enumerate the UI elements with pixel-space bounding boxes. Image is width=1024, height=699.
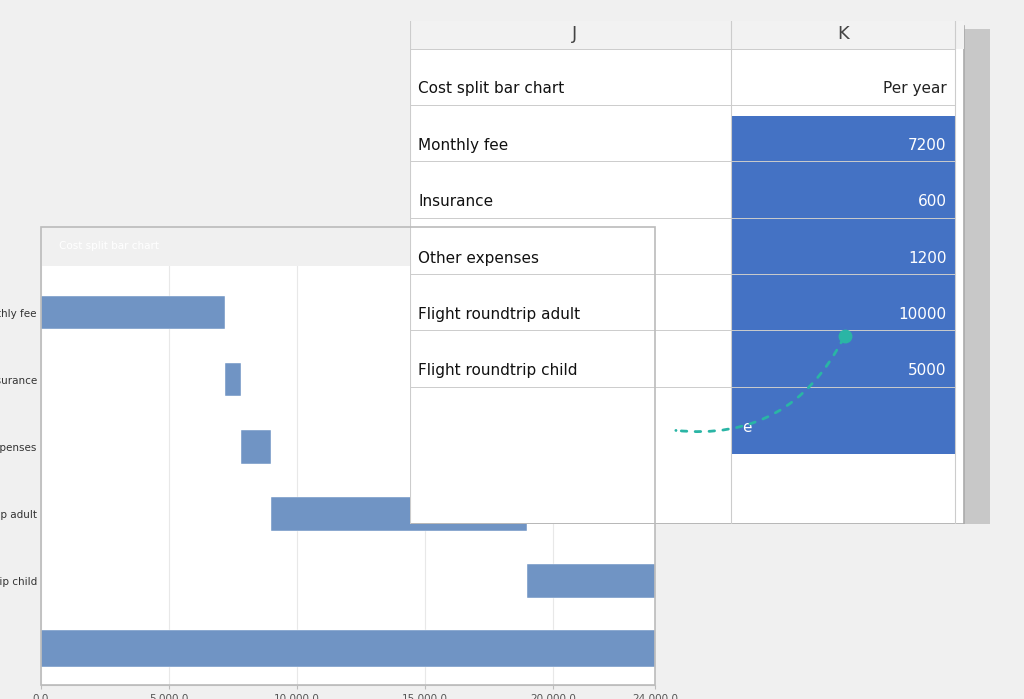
Text: Monthly fee: Monthly fee (419, 138, 509, 153)
Text: J: J (571, 24, 578, 43)
Text: Per year: Per year (883, 81, 946, 96)
Text: Flight roundtrip child: Flight roundtrip child (419, 363, 578, 378)
FancyBboxPatch shape (731, 341, 955, 398)
FancyBboxPatch shape (424, 29, 990, 537)
FancyBboxPatch shape (410, 26, 965, 524)
Text: Cost split bar chart: Cost split bar chart (59, 241, 160, 252)
Text: 1200: 1200 (908, 250, 946, 266)
Bar (225, 363, 241, 396)
Text: 5000: 5000 (908, 363, 946, 378)
Text: K: K (837, 24, 849, 43)
Text: 10000: 10000 (898, 307, 946, 322)
FancyBboxPatch shape (731, 284, 955, 341)
Text: 7200: 7200 (908, 138, 946, 153)
Bar (271, 497, 527, 531)
Text: Other expenses: Other expenses (419, 250, 540, 266)
Bar (41, 296, 225, 329)
Bar (527, 564, 655, 598)
FancyBboxPatch shape (731, 398, 955, 454)
Text: Insurance: Insurance (419, 194, 494, 209)
FancyBboxPatch shape (731, 229, 955, 284)
Text: 600: 600 (918, 194, 946, 209)
Text: Flight roundtrip adult: Flight roundtrip adult (419, 307, 581, 322)
Bar (241, 430, 271, 463)
FancyBboxPatch shape (410, 16, 965, 49)
FancyBboxPatch shape (731, 115, 955, 172)
FancyBboxPatch shape (731, 172, 955, 229)
Text: e: e (742, 419, 752, 435)
Text: Cost split bar chart: Cost split bar chart (419, 81, 564, 96)
Bar (41, 630, 655, 667)
